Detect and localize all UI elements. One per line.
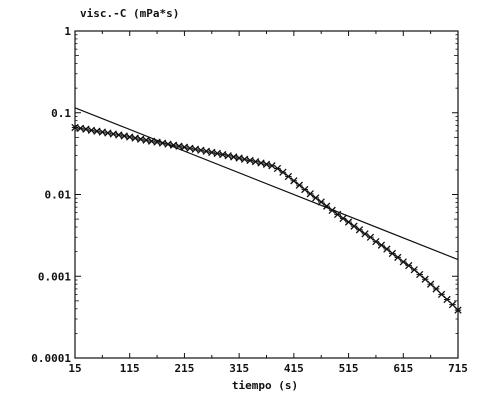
y-tick-label: 0.001 [38,270,71,283]
data-point [191,145,200,153]
data-point [224,152,232,160]
data-point [126,133,134,141]
data-point [333,210,342,219]
data-point [290,177,298,185]
data-point [115,131,123,139]
data-point [235,154,243,162]
data-point [175,142,183,150]
fit-line-layer [74,107,459,261]
x-tick-label: 615 [393,362,413,375]
data-point [448,300,457,309]
data-point [142,136,150,144]
data-point [131,134,139,142]
data-point [246,156,254,165]
x-tick-label: 15 [68,362,81,375]
y-tick-label: 1 [64,25,71,38]
data-point [323,202,331,210]
data-point [366,233,375,241]
data-point [202,147,210,155]
data-point [383,245,391,253]
data-point [432,285,440,293]
data-point [257,159,265,167]
x-axis-label: tiempo (s) [232,379,298,392]
data-point [306,190,314,198]
data-point [251,158,260,166]
y-axis-label: visc.-C (mPa*s) [80,7,179,20]
y-tick-label: 0.0001 [31,352,71,365]
data-point [388,249,397,258]
plot-frame [74,30,459,359]
x-tick-label: 115 [120,362,140,375]
data-point [136,135,145,143]
data-point [153,138,161,146]
data-point [158,139,167,147]
data-point [98,128,107,136]
y-tick-label: 0.1 [51,107,71,120]
y-tick-label: 0.01 [45,189,72,202]
data-point [454,306,462,314]
data-points [71,123,462,314]
tick-labels: 15 115 215 315 415 515 615 715 1 0.1 0.01 0.001 0.00… [31,25,468,375]
data-point [230,153,238,161]
data-point [109,130,117,138]
data-point [104,129,112,137]
data-point [273,164,282,173]
x-tick-label: 215 [174,362,194,375]
data-point [301,185,309,194]
data-point [372,237,380,246]
data-point [180,143,189,151]
x-tick-label: 415 [284,362,304,375]
data-point [279,168,287,176]
data-point [394,253,402,262]
data-point [262,160,271,168]
data-point [295,181,303,189]
data-point [120,132,128,140]
data-point [344,218,353,226]
data-point [377,241,386,249]
data-point [312,194,320,202]
axis-ticks [74,30,459,359]
data-point [317,198,325,206]
data-point [240,155,249,163]
data-point [355,226,364,234]
data-point [186,144,194,152]
data-point [328,206,336,215]
data-point [399,258,407,266]
data-point [82,125,90,133]
data-point [361,230,369,238]
x-tick-label: 315 [229,362,249,375]
data-point [169,141,178,149]
plot-area [74,30,459,359]
x-tick-label: 715 [448,362,468,375]
data-point [405,261,413,270]
data-point [219,150,227,159]
data-point [208,148,216,156]
data-point [284,172,293,181]
data-point [164,140,172,148]
data-point [339,214,347,223]
data-point [350,222,358,230]
data-point [147,137,156,145]
data-point [197,146,205,154]
data-point [213,149,221,158]
x-tick-label: 515 [339,362,359,375]
fit-line [74,107,459,261]
